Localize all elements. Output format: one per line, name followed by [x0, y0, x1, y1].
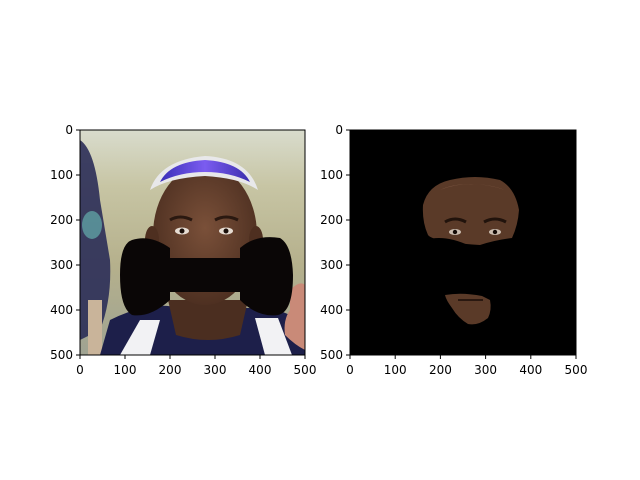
original-with-mask-ytick-label-4: 400 [50, 303, 73, 317]
right-panel [350, 130, 576, 355]
original-with-mask-xtick-label-3: 300 [204, 363, 227, 377]
original-with-mask-ytick-label-0: 0 [65, 123, 73, 137]
segmented-face-xtick-label-0: 0 [346, 363, 354, 377]
original-with-mask-ytick-label-1: 100 [50, 168, 73, 182]
left-panel [80, 130, 305, 355]
segmented-face-ytick-label-5: 500 [320, 348, 343, 362]
original-with-mask-xtick-label-1: 100 [114, 363, 137, 377]
original-with-mask-xtick-label-2: 200 [159, 363, 182, 377]
original-with-mask-xtick-label-4: 400 [249, 363, 272, 377]
segmented-face-ytick-label-4: 400 [320, 303, 343, 317]
segmented-face-xtick-label-3: 300 [474, 363, 497, 377]
original-with-mask-frame [79, 129, 306, 356]
original-with-mask-ytick-label-3: 300 [50, 258, 73, 272]
segmented-face-frame [349, 129, 577, 356]
original-with-mask-xtick-label-5: 500 [294, 363, 317, 377]
original-with-mask-xtick-label-0: 0 [76, 363, 84, 377]
segmented-face-ytick-label-2: 200 [320, 213, 343, 227]
photo-segmented [350, 130, 576, 355]
photo-original [80, 130, 305, 355]
original-with-mask-ytick-label-2: 200 [50, 213, 73, 227]
segmented-face-ytick-label-0: 0 [335, 123, 343, 137]
segmented-face-xtick-label-1: 100 [384, 363, 407, 377]
segmented-face-ytick-label-1: 100 [320, 168, 343, 182]
segmented-face-ytick-label-3: 300 [320, 258, 343, 272]
segmented-face-xtick-label-4: 400 [519, 363, 542, 377]
segmented-face-xtick-label-2: 200 [429, 363, 452, 377]
original-with-mask-ytick-label-5: 500 [50, 348, 73, 362]
segmented-face-xtick-label-5: 500 [565, 363, 588, 377]
bowtie-mask [120, 237, 293, 316]
